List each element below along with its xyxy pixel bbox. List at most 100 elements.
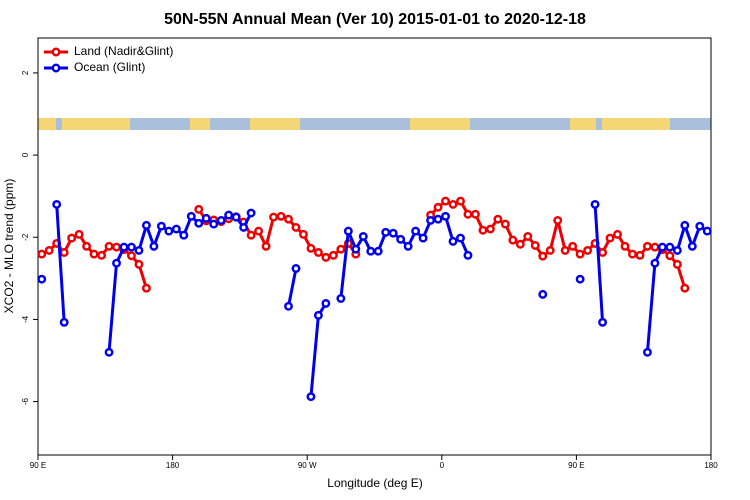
- data-point: [127, 251, 136, 261]
- data-point: [642, 241, 652, 251]
- data-point: [336, 294, 346, 303]
- data-point: [82, 241, 92, 251]
- data-point: [194, 204, 204, 214]
- data-point: [104, 347, 114, 357]
- data-point: [448, 199, 458, 209]
- data-point: [575, 274, 585, 284]
- data-point: [67, 233, 77, 243]
- data-point: [59, 248, 69, 257]
- data-point: [119, 242, 129, 252]
- data-point: [104, 241, 114, 251]
- data-point: [291, 222, 301, 232]
- data-point: [321, 252, 331, 262]
- data-point: [373, 246, 383, 256]
- data-point: [560, 245, 570, 255]
- data-point: [37, 249, 47, 259]
- data-point: [433, 214, 443, 224]
- data-point: [463, 209, 473, 219]
- data-point: [650, 242, 660, 252]
- data-point: [538, 289, 548, 299]
- data-point: [276, 211, 286, 221]
- y-tick-label: 0: [21, 152, 30, 157]
- map-strip: [38, 118, 711, 130]
- data-point: [246, 208, 256, 218]
- y-tick-label: -4: [21, 315, 30, 323]
- data-point: [545, 245, 555, 255]
- legend-label: Land (Nadir&Glint): [74, 44, 173, 58]
- data-point: [426, 215, 436, 225]
- data-point: [657, 242, 667, 252]
- data-point: [299, 229, 308, 239]
- data-point: [665, 242, 675, 252]
- y-tick-label: 2: [21, 70, 30, 75]
- data-point: [74, 229, 84, 239]
- data-point: [598, 317, 608, 327]
- data-point: [313, 248, 323, 257]
- data-point: [37, 274, 47, 284]
- data-point: [575, 249, 585, 259]
- x-tick-label: 180: [704, 461, 718, 470]
- data-point: [52, 199, 62, 209]
- data-point: [530, 241, 540, 250]
- data-point: [141, 220, 151, 230]
- data-point: [418, 233, 428, 243]
- data-point: [269, 212, 278, 222]
- data-point: [186, 211, 196, 221]
- data-point: [366, 246, 376, 256]
- data-point: [358, 231, 368, 241]
- data-point: [164, 226, 174, 236]
- data-point: [194, 218, 204, 228]
- data-point: [650, 258, 660, 268]
- data-point: [284, 214, 293, 224]
- data-point: [246, 230, 256, 240]
- data-point: [313, 310, 323, 320]
- data-point: [224, 210, 234, 220]
- data-point: [665, 251, 675, 261]
- data-point: [112, 258, 121, 268]
- data-point: [156, 221, 166, 231]
- data-point: [321, 298, 331, 308]
- data-point: [613, 229, 622, 239]
- data-point: [284, 301, 293, 311]
- data-point: [388, 228, 398, 238]
- data-point: [441, 196, 450, 206]
- data-point: [291, 264, 301, 273]
- data-point: [306, 392, 316, 402]
- data-point: [343, 226, 353, 236]
- data-point: [59, 317, 69, 327]
- x-tick-label: 0: [440, 461, 445, 470]
- x-tick-label: 90 E: [568, 461, 584, 470]
- data-point: [687, 241, 697, 251]
- series-line: [55, 204, 66, 323]
- data-point: [672, 259, 682, 269]
- data-point: [261, 241, 271, 251]
- data-point: [112, 242, 121, 252]
- data-point: [141, 283, 151, 293]
- legend-marker: [51, 47, 61, 57]
- data-point: [605, 233, 615, 243]
- data-point: [134, 245, 144, 255]
- series-line: [593, 204, 605, 323]
- data-point: [171, 224, 181, 234]
- legend-marker: [51, 63, 61, 73]
- data-point: [127, 242, 136, 252]
- data-point: [411, 226, 421, 236]
- data-point: [538, 251, 548, 261]
- y-tick-label: -6: [21, 397, 30, 405]
- data-point: [672, 245, 682, 255]
- data-point: [239, 222, 249, 232]
- data-point: [448, 236, 458, 246]
- x-tick-label: 90 E: [30, 461, 46, 470]
- data-point: [306, 243, 316, 253]
- data-point: [209, 219, 219, 229]
- data-point: [433, 202, 443, 212]
- y-tick-label: -2: [21, 233, 30, 241]
- data-point: [336, 244, 346, 254]
- data-point: [485, 224, 495, 234]
- data-point: [635, 250, 645, 260]
- data-point: [396, 234, 406, 244]
- data-point: [328, 250, 338, 260]
- data-point: [179, 230, 189, 240]
- data-point: [568, 241, 578, 251]
